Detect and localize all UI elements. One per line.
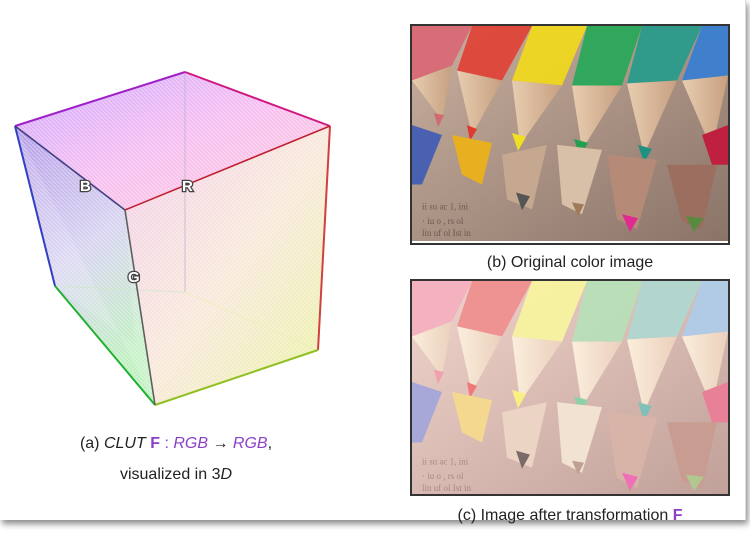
caption-a-arrow: →: [212, 435, 229, 452]
clut-cube-visualization: B R G: [0, 60, 345, 420]
caption-a-line1: (a) CLUT F : RGB → RGB,: [20, 428, 332, 459]
svg-text:lin uf ol Ist in: lin uf ol Ist in: [422, 483, 471, 493]
caption-a-label: (a): [79, 435, 100, 452]
cube-axis-label-b: B: [80, 178, 91, 195]
svg-text:· iu o , rs ol: · iu o , rs ol: [422, 216, 464, 226]
figure-panel: B R G (a) CLUT F : RGB → RGB, visualized…: [0, 0, 746, 524]
original-color-image: ii su ac 1, ini · iu o , rs ol lin uf ol…: [410, 24, 730, 245]
caption-a-visualized: visualized in 3: [119, 466, 221, 483]
svg-text:ii su ac 1, ini: ii su ac 1, ini: [422, 201, 469, 211]
caption-c: (c) Image after transformation F: [400, 507, 740, 525]
caption-b: (b) Original color image: [486, 254, 654, 271]
caption-a-colon: :: [164, 435, 169, 452]
svg-text:lin uf ol Ist in: lin uf ol Ist in: [422, 228, 471, 238]
caption-a-f-symbol: F: [150, 435, 160, 452]
caption-c-text: (c) Image after transformation: [457, 507, 669, 524]
caption-a-clut: CLUT: [103, 435, 146, 452]
cube-axis-label-r: R: [182, 178, 193, 195]
caption-a-3d: D: [220, 466, 233, 483]
caption-a-rgb-from: RGB: [173, 435, 209, 452]
svg-text:ii su ac 1, ini: ii su ac 1, ini: [422, 457, 469, 467]
caption-a: (a) CLUT F : RGB → RGB, visualized in 3D: [20, 428, 332, 490]
transformed-image: ii su ac 1, ini · iu o , rs ol lin uf ol…: [410, 279, 730, 496]
caption-c-f-symbol: F: [672, 507, 683, 524]
cube-axis-label-g: G: [128, 269, 140, 286]
caption-a-line2: visualized in 3D: [20, 459, 332, 490]
svg-text:· iu o , rs ol: · iu o , rs ol: [422, 471, 464, 481]
caption-a-comma: ,: [267, 435, 273, 452]
caption-a-rgb-to: RGB: [232, 435, 268, 452]
